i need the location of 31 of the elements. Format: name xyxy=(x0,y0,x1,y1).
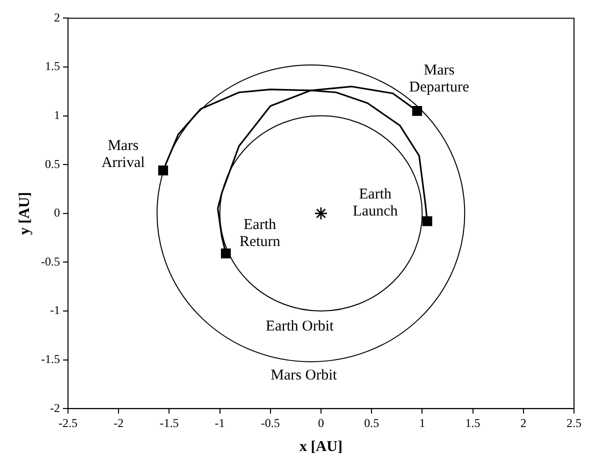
x-tick-label: 0 xyxy=(318,416,324,430)
y-tick-label: 0.5 xyxy=(44,156,60,171)
x-tick-label: -2.5 xyxy=(58,416,78,430)
y-axis-title: y [AU] xyxy=(16,192,33,235)
x-tick-label: -0.5 xyxy=(260,416,280,430)
point xyxy=(422,216,432,226)
annotation: Mars Arrival xyxy=(101,138,145,171)
y-tick-label: 2 xyxy=(54,10,60,24)
x-tick-label: -1.5 xyxy=(160,416,179,430)
annotation: Earth Launch xyxy=(352,186,398,220)
y-tick-label: -1.5 xyxy=(40,352,60,366)
x-tick-label: 0.5 xyxy=(364,416,380,430)
y-tick-label: 1 xyxy=(54,108,60,122)
annotation: Earth Return xyxy=(239,216,281,250)
y-tick-label: -2 xyxy=(50,400,60,415)
x-tick-label: -1 xyxy=(214,416,225,430)
x-tick-label: 1.5 xyxy=(465,416,480,430)
y-tick-label: -1 xyxy=(50,303,60,318)
y-tick-label: 0 xyxy=(54,206,60,220)
x-tick-label: 2 xyxy=(520,416,526,430)
y-tick-label: 1.5 xyxy=(44,59,60,74)
x-tick-label: 1 xyxy=(419,416,426,430)
x-tick-label: -2 xyxy=(114,416,124,430)
annotation: Mars Orbit xyxy=(270,367,338,384)
annotation: Mars Departure xyxy=(409,62,470,96)
y-tick-label: -0.5 xyxy=(40,254,60,268)
point xyxy=(412,106,422,116)
x-tick-label: 2.5 xyxy=(566,416,582,430)
x-axis-title: x [AU] xyxy=(300,438,342,455)
annotation: Earth Orbit xyxy=(266,318,335,335)
point xyxy=(158,166,168,176)
